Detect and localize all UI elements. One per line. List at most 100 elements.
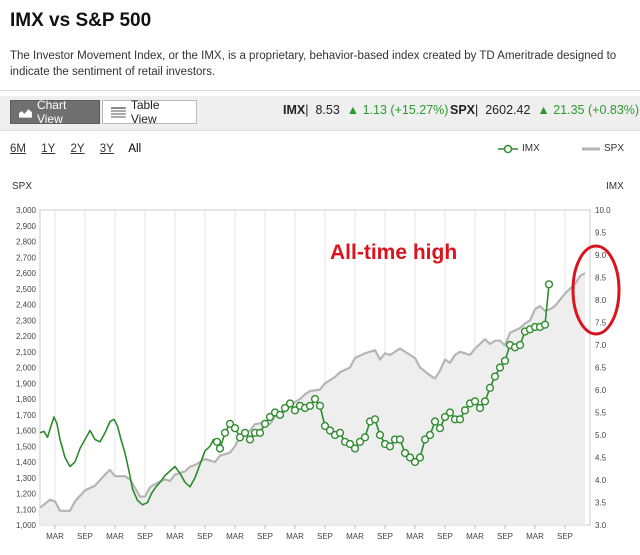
right-axis-tick-label: 9.0 [595,251,607,260]
left-axis-tick-label: 1,400 [16,458,37,467]
imx-point [470,397,480,406]
right-axis-tick-label: 6.5 [595,364,607,373]
x-tick-label: SEP [197,532,213,541]
imx-quote-separator: | [305,103,309,117]
left-axis-tick-label: 2,600 [16,269,37,278]
imx-point [220,428,230,437]
legend-spx: SPX [582,143,624,154]
right-axis-tick-label: 3.0 [595,521,607,530]
left-axis-tick-label: 2,100 [16,348,37,357]
x-tick-label: SEP [77,532,93,541]
imx-point [345,439,355,449]
x-tick-label: SEP [557,532,573,541]
left-axis-tick-label: 2,700 [16,253,37,262]
left-axis-tick-label: 2,300 [16,316,37,325]
imx-point [310,394,320,404]
left-axis-tick-label: 1,600 [16,427,37,436]
x-tick-label: SEP [497,532,513,541]
spx-quote: SPX| 2602.42 ▲ 21.35 (+0.83%) [450,103,639,117]
left-axis-tick-label: 1,100 [16,505,37,514]
left-axis-tick-label: 1,200 [16,490,37,499]
imx-point [395,435,405,444]
spx-line [39,272,586,512]
imx-point [515,340,525,350]
imx-point [355,437,365,446]
right-axis-tick-label: 4.0 [595,476,607,485]
imx-point [280,403,290,413]
range-3y[interactable]: 3Y [99,143,114,155]
imx-quote-pct: (+15.27%) [390,103,449,117]
range-6m[interactable]: 6M [10,143,26,155]
imx-point [335,428,345,437]
range-1y[interactable]: 1Y [41,143,56,155]
page-title: IMX vs S&P 500 [10,10,152,31]
range-2y[interactable]: 2Y [70,143,85,155]
all-time-high-annotation: All-time high [330,241,457,264]
x-tick-label: SEP [437,532,453,541]
left-axis-tick-label: 2,900 [16,222,37,231]
imx-point [290,406,300,415]
left-axis-tick-label: 1,900 [16,379,37,388]
imx-point [410,457,420,467]
imx-spx-chart: SPX IMX 1,0001,1001,2001,3001,4001,5001,… [12,181,624,541]
left-axis-tick-label: 1,700 [16,411,37,420]
page-description: The Investor Movement Index, or the IMX,… [10,50,617,78]
right-axis-tick-label: 10.0 [595,206,611,215]
spx-quote-change: 21.35 [553,103,585,117]
x-tick-label: MAR [406,532,424,541]
imx-point [275,410,285,419]
left-axis-tick-label: 2,800 [16,238,37,247]
x-tick-label: SEP [257,532,273,541]
imx-point [405,453,415,462]
imx-point [325,426,335,435]
spx-quote-symbol: SPX [450,103,476,117]
imx-quote: IMX| 8.53 ▲ 1.13 (+15.27%) [283,103,448,117]
imx-point [544,280,554,289]
x-tick-label: SEP [317,532,333,541]
imx-point [375,430,385,440]
imx-point [265,412,275,422]
left-axis-tick-label: 1,800 [16,395,37,404]
left-axis-tick-label: 1,300 [16,474,37,483]
highlight-circle [571,244,621,336]
imx-point [540,320,550,329]
left-axis-tick-label: 2,400 [16,301,37,310]
imx-point [460,406,470,415]
legend-imx-label: IMX [522,143,540,154]
legend-spx-label: SPX [604,143,625,154]
range-selector: 6M 1Y 2Y 3Y All [10,143,153,155]
up-arrow-icon: ▲ [537,103,550,117]
chart-view-icon [19,108,32,118]
x-tick-label: MAR [226,532,244,541]
x-tick-label: MAR [46,532,64,541]
imx-point [305,401,315,410]
imx-point [370,415,380,424]
imx-point [360,433,370,442]
x-tick-label: MAR [466,532,484,541]
left-axis-tick-label: 1,000 [16,521,37,530]
range-all[interactable]: All [128,143,142,155]
imx-point [425,430,435,440]
left-axis-tick-label: 3,000 [16,206,37,215]
spx-quote-pct: (+0.83%) [587,103,640,117]
right-axis-tick-label: 5.5 [595,409,607,418]
right-axis-tick-label: 7.5 [595,319,607,328]
spx-quote-separator: | [475,103,479,117]
imx-point [385,442,395,451]
right-axis-label: IMX [606,181,624,192]
tab-chart-view[interactable]: Chart View [10,98,100,126]
imx-point [475,403,485,413]
imx-point [445,408,455,417]
imx-point [435,424,445,433]
right-axis-tick-label: 3.5 [595,499,607,508]
imx-quote-symbol: IMX [283,103,306,117]
spx-quote-value: 2602.42 [485,103,531,117]
right-axis-tick-label: 8.5 [595,274,607,283]
imx-quote-value: 8.53 [315,103,340,117]
legend-imx: IMX [498,143,540,154]
imx-point [255,428,265,437]
imx-point [500,356,510,365]
imx-point [285,399,295,408]
tab-table-view[interactable]: Table View [102,98,197,126]
imx-point [415,453,425,462]
